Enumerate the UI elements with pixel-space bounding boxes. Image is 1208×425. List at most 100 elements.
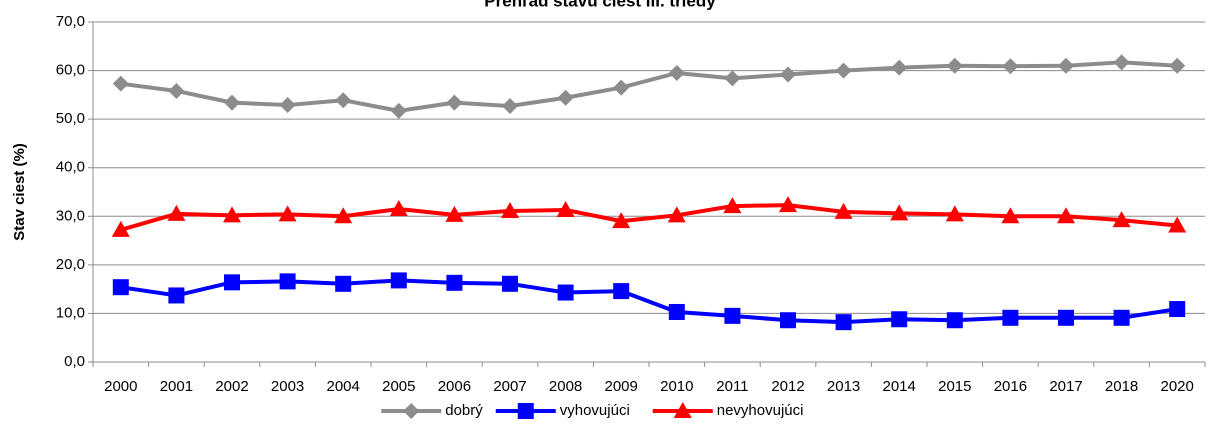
x-tick-label: 2017 — [1049, 378, 1082, 395]
x-tick-label: 2008 — [549, 378, 582, 395]
legend-label: vyhovujúci — [560, 402, 630, 419]
legend-label: nevyhovujúci — [717, 402, 804, 419]
marker — [780, 312, 796, 329]
x-tick-label: 2007 — [493, 378, 526, 395]
marker — [1113, 54, 1130, 71]
y-tick-label: 40,0 — [56, 159, 85, 176]
marker — [502, 98, 518, 115]
marker — [335, 275, 352, 292]
marker — [891, 311, 908, 328]
marker — [279, 97, 296, 114]
marker — [945, 205, 964, 222]
marker — [168, 287, 185, 304]
x-tick-label: 2000 — [104, 378, 137, 395]
x-tick-label: 2020 — [1161, 378, 1194, 395]
marker — [613, 283, 630, 300]
marker — [279, 273, 296, 290]
marker — [835, 62, 852, 79]
x-tick-label: 2018 — [1105, 378, 1138, 395]
marker — [224, 94, 240, 111]
y-tick-label: 30,0 — [56, 207, 85, 224]
marker — [390, 272, 407, 289]
x-tick-label: 2013 — [827, 378, 860, 395]
marker — [1113, 309, 1130, 326]
y-tick-label: 20,0 — [56, 256, 85, 273]
x-tick-label: 2016 — [994, 378, 1027, 395]
marker — [334, 207, 353, 224]
x-tick-label: 2011 — [716, 378, 748, 395]
marker — [724, 307, 741, 324]
marker — [1057, 207, 1075, 224]
marker — [891, 59, 908, 76]
marker — [335, 92, 352, 109]
y-axis-label: Stav ciest (%) — [11, 143, 28, 241]
x-tick-label: 2006 — [438, 378, 471, 395]
y-tick-label: 50,0 — [56, 110, 85, 127]
marker — [112, 75, 129, 92]
marker — [946, 57, 963, 74]
marker — [1058, 57, 1074, 74]
marker — [167, 204, 186, 221]
marker — [502, 275, 518, 292]
marker — [389, 200, 408, 216]
marker — [780, 66, 796, 83]
marker — [1169, 57, 1186, 74]
marker — [1168, 216, 1187, 233]
x-tick-label: 2004 — [327, 378, 360, 395]
y-tick-label: 60,0 — [56, 62, 85, 79]
y-tick-label: 0,0 — [64, 353, 85, 370]
marker — [446, 94, 463, 111]
marker — [224, 274, 240, 291]
marker — [168, 82, 185, 99]
x-tick-label: 2003 — [271, 378, 304, 395]
y-tick-label: 10,0 — [56, 304, 85, 321]
marker — [1002, 309, 1019, 326]
marker — [557, 284, 574, 301]
marker — [403, 403, 420, 419]
series-line — [120, 278, 1178, 325]
marker — [834, 202, 853, 219]
marker — [673, 402, 692, 418]
marker — [556, 200, 575, 217]
legend-label: dobrý — [445, 402, 483, 419]
marker — [779, 196, 797, 213]
marker — [501, 201, 519, 218]
marker — [557, 89, 574, 106]
x-tick-label: 2010 — [660, 378, 693, 395]
marker — [890, 204, 909, 221]
marker — [390, 102, 407, 119]
marker — [724, 70, 741, 87]
x-tick-label: 2009 — [605, 378, 638, 395]
marker — [223, 206, 241, 223]
marker — [667, 206, 686, 223]
marker — [1058, 309, 1074, 326]
marker — [1169, 301, 1186, 318]
marker — [612, 212, 631, 229]
marker — [112, 279, 129, 296]
marker — [723, 197, 742, 214]
x-tick-label: 2015 — [938, 378, 971, 395]
marker — [835, 314, 852, 331]
marker — [668, 303, 685, 320]
marker — [613, 79, 630, 96]
series-line — [120, 60, 1178, 113]
marker — [278, 205, 297, 222]
marker — [517, 403, 534, 419]
x-tick-label: 2002 — [215, 378, 248, 395]
marker — [668, 65, 685, 81]
marker — [1001, 207, 1020, 224]
marker — [946, 312, 963, 329]
chart-title: Prehľad stavu ciest III. triedy — [484, 0, 716, 10]
marker — [1112, 211, 1131, 228]
x-tick-label: 2001 — [160, 378, 193, 395]
series-line — [120, 203, 1178, 232]
marker — [445, 205, 464, 222]
marker — [446, 274, 463, 291]
marker — [111, 220, 130, 237]
y-tick-label: 70,0 — [56, 13, 85, 30]
marker — [1002, 58, 1019, 75]
x-tick-label: 2014 — [883, 378, 916, 395]
x-tick-label: 2005 — [382, 378, 415, 395]
x-tick-label: 2012 — [771, 378, 804, 395]
